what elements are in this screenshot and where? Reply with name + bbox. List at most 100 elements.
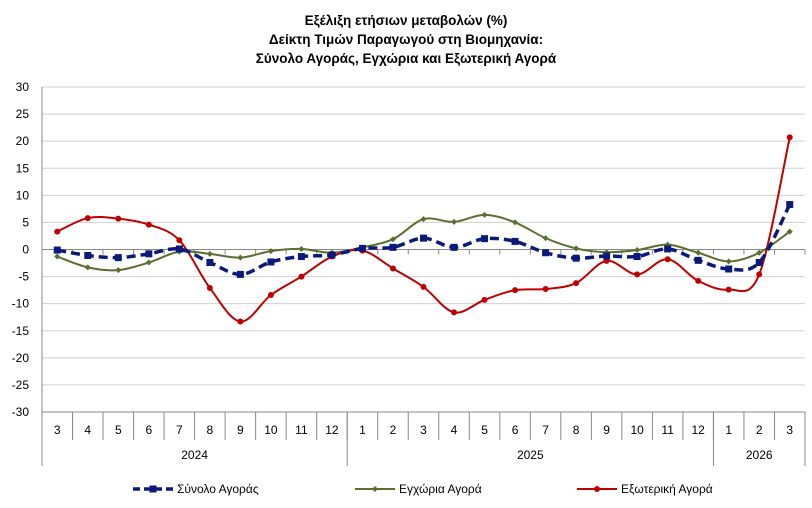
year-label: 2024 [181,448,208,462]
x-tick-label: 3 [54,423,61,437]
y-tick-label: 30 [16,80,30,94]
y-tick-label: 25 [16,107,30,121]
data-point [633,253,641,261]
data-point [358,244,366,252]
y-tick-label: 10 [16,188,30,202]
x-tick-label: 4 [84,423,91,437]
data-point [237,254,244,261]
x-tick-label: 12 [692,423,706,437]
chart-title-line-2: Δείκτη Τιμών Παραγωγού στη Βιομηχανία: [268,32,544,47]
data-point [145,250,153,258]
data-point [634,247,641,254]
data-point [542,286,549,293]
data-point [145,259,152,266]
x-tick-label: 9 [237,423,244,437]
data-point [389,243,397,251]
series-line [56,137,791,323]
data-point [512,219,519,226]
data-point [115,215,122,222]
chart-title-line-3: Σύνολο Αγοράς, Εγχώρια και Εξωτερική Αγο… [255,51,557,66]
chart-title-line-1: Εξέλιξη ετήσιων μεταβολών (%) [304,13,508,28]
data-point [389,265,396,272]
data-point [481,296,488,303]
x-tick-label: 6 [145,423,152,437]
x-tick-label: 4 [451,423,458,437]
y-tick-label: -20 [12,351,30,365]
data-point [695,249,702,256]
data-point [237,318,244,325]
x-tick-label: 11 [661,423,674,437]
y-tick-label: 20 [16,134,30,148]
x-tick-label: 3 [786,423,793,437]
y-tick-label: 0 [22,243,29,257]
legend-marker [149,485,157,493]
data-point [420,216,427,223]
data-point [664,256,671,263]
x-tick-label: 10 [264,423,278,437]
data-point [511,237,519,245]
data-point [573,280,580,287]
data-point [725,286,732,293]
x-tick-label: 10 [630,423,644,437]
data-point [694,256,702,264]
y-tick-label: -30 [12,405,30,419]
y-tick-label: -15 [12,324,30,338]
data-point [695,277,702,284]
legend-label: Σύνολο Αγοράς [177,482,259,496]
data-point [756,271,763,278]
data-point [84,251,92,259]
x-tick-label: 6 [512,423,519,437]
x-tick-label: 7 [542,423,549,437]
x-tick-label: 9 [603,423,610,437]
data-point [53,246,61,254]
data-point [420,283,427,290]
legend-label: Εγχώρια Αγορά [399,482,482,496]
data-point [115,267,122,274]
data-point [54,253,61,260]
x-tick-label: 8 [207,423,214,437]
data-point [267,248,274,255]
data-point [420,234,427,242]
data-point [389,236,396,243]
data-point [664,245,672,253]
data-point [786,228,793,235]
data-point [298,273,305,280]
data-point [786,201,794,209]
data-point [267,292,274,298]
legend-label: Εξωτερική Αγορά [621,482,713,496]
x-tick-label: 1 [359,423,366,437]
x-tick-label: 12 [325,423,339,437]
series-line [56,213,791,272]
y-tick-label: -10 [12,297,30,311]
data-point [756,249,763,256]
data-point [298,245,305,252]
x-tick-label: 11 [295,423,308,437]
year-label: 2026 [746,448,773,462]
x-tick-label: 2 [390,423,397,437]
x-tick-label: 7 [176,423,183,437]
data-point [236,270,244,278]
data-point [175,245,183,253]
data-point [176,237,183,244]
data-point [328,251,336,259]
y-tick-label: -25 [12,378,30,392]
data-point [451,309,458,316]
x-tick-label: 1 [725,423,732,437]
data-point [634,271,641,278]
data-point [572,254,580,262]
x-tick-label: 2 [756,423,763,437]
data-point [603,252,611,260]
year-label: 2025 [517,448,544,462]
legend-marker [594,486,600,492]
data-point [206,250,213,257]
x-tick-label: 8 [573,423,580,437]
y-tick-label: -5 [18,270,29,284]
data-point [481,211,488,218]
legend-marker [372,486,378,492]
data-point [573,245,580,252]
data-point [84,264,91,271]
x-tick-label: 5 [115,423,122,437]
data-point [450,243,458,251]
y-tick-label: 15 [16,161,30,175]
